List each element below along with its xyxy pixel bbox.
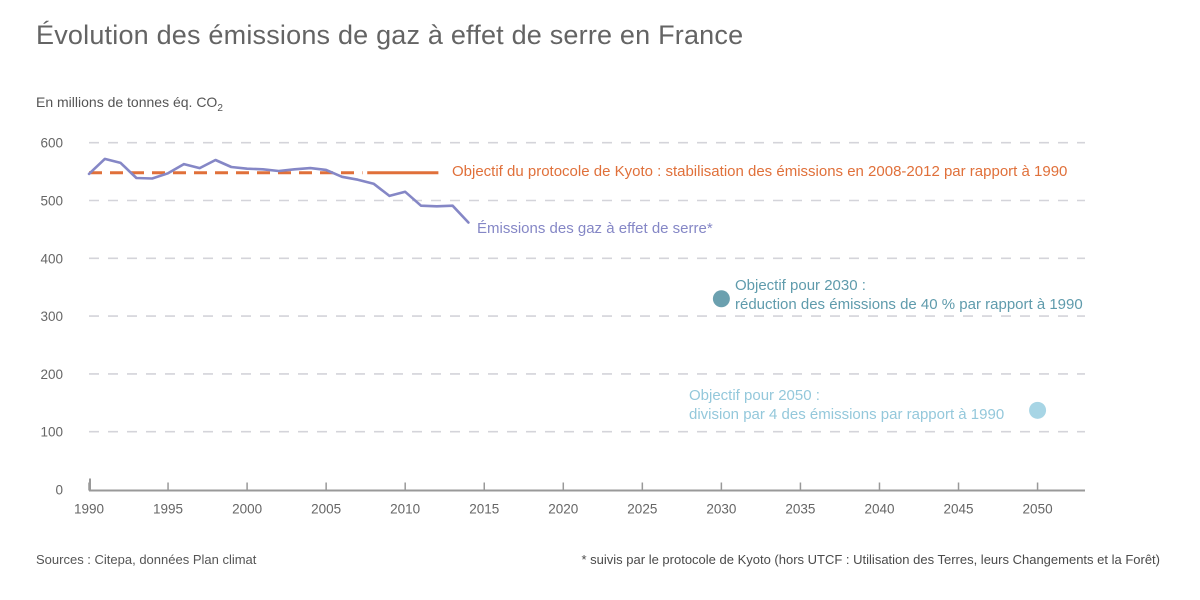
x-tick-label-2025: 2025 [627, 502, 657, 517]
x-tick-label-2050: 2050 [1023, 502, 1053, 517]
emissions-series-line [87, 157, 470, 224]
y-tick-label-200: 200 [40, 367, 63, 382]
objective-2050-label-line2: division par 4 des émissions par rapport… [689, 406, 1005, 423]
objective-2030-label-line1: Objectif pour 2030 : [735, 277, 866, 294]
x-tick-label-2035: 2035 [785, 502, 815, 517]
emissions-series-label: Émissions des gaz à effet de serre* [477, 220, 713, 237]
objective-2050-label: Objectif pour 2050 : division par 4 des … [689, 386, 1004, 424]
y-tick-label-0: 0 [55, 483, 63, 498]
y-tick-label-300: 300 [40, 309, 63, 324]
x-tick-label-2005: 2005 [311, 502, 341, 517]
objective-2030-label-line2: réduction des émissions de 40 % par rapp… [735, 296, 1083, 313]
objective-2030-dot [712, 290, 730, 308]
source-credit: Sources : Citepa, données Plan climat [36, 552, 257, 567]
footnote: * suivis par le protocole de Kyoto (hors… [581, 552, 1161, 567]
x-tick-label-2000: 2000 [232, 502, 262, 517]
objective-2050-dot [1029, 401, 1047, 419]
objective-2030-label: Objectif pour 2030 : réduction des émiss… [735, 276, 1083, 314]
y-tick-label-600: 600 [40, 136, 63, 151]
x-tick-label-2045: 2045 [944, 502, 974, 517]
kyoto-target-label: Objectif du protocole de Kyoto : stabili… [452, 163, 1068, 180]
objective-2050-label-line1: Objectif pour 2050 : [689, 387, 820, 404]
x-tick-label-2040: 2040 [864, 502, 894, 517]
y-tick-label-400: 400 [40, 251, 63, 266]
unit-subscript: 2 [217, 102, 223, 114]
y-axis-unit-label: En millions de tonnes éq. CO2 [36, 94, 223, 114]
x-tick-label-1995: 1995 [153, 502, 183, 517]
x-tick-label-2020: 2020 [548, 502, 578, 517]
y-tick-label-500: 500 [40, 194, 63, 209]
unit-text: En millions de tonnes éq. CO [36, 94, 218, 110]
x-tick-label-2015: 2015 [469, 502, 499, 517]
page-title: Évolution des émissions de gaz à effet d… [36, 20, 744, 50]
x-tick-label-2030: 2030 [706, 502, 736, 517]
x-tick-label-1990: 1990 [74, 502, 104, 517]
x-tick-label-2010: 2010 [390, 502, 420, 517]
y-tick-label-100: 100 [40, 425, 63, 440]
